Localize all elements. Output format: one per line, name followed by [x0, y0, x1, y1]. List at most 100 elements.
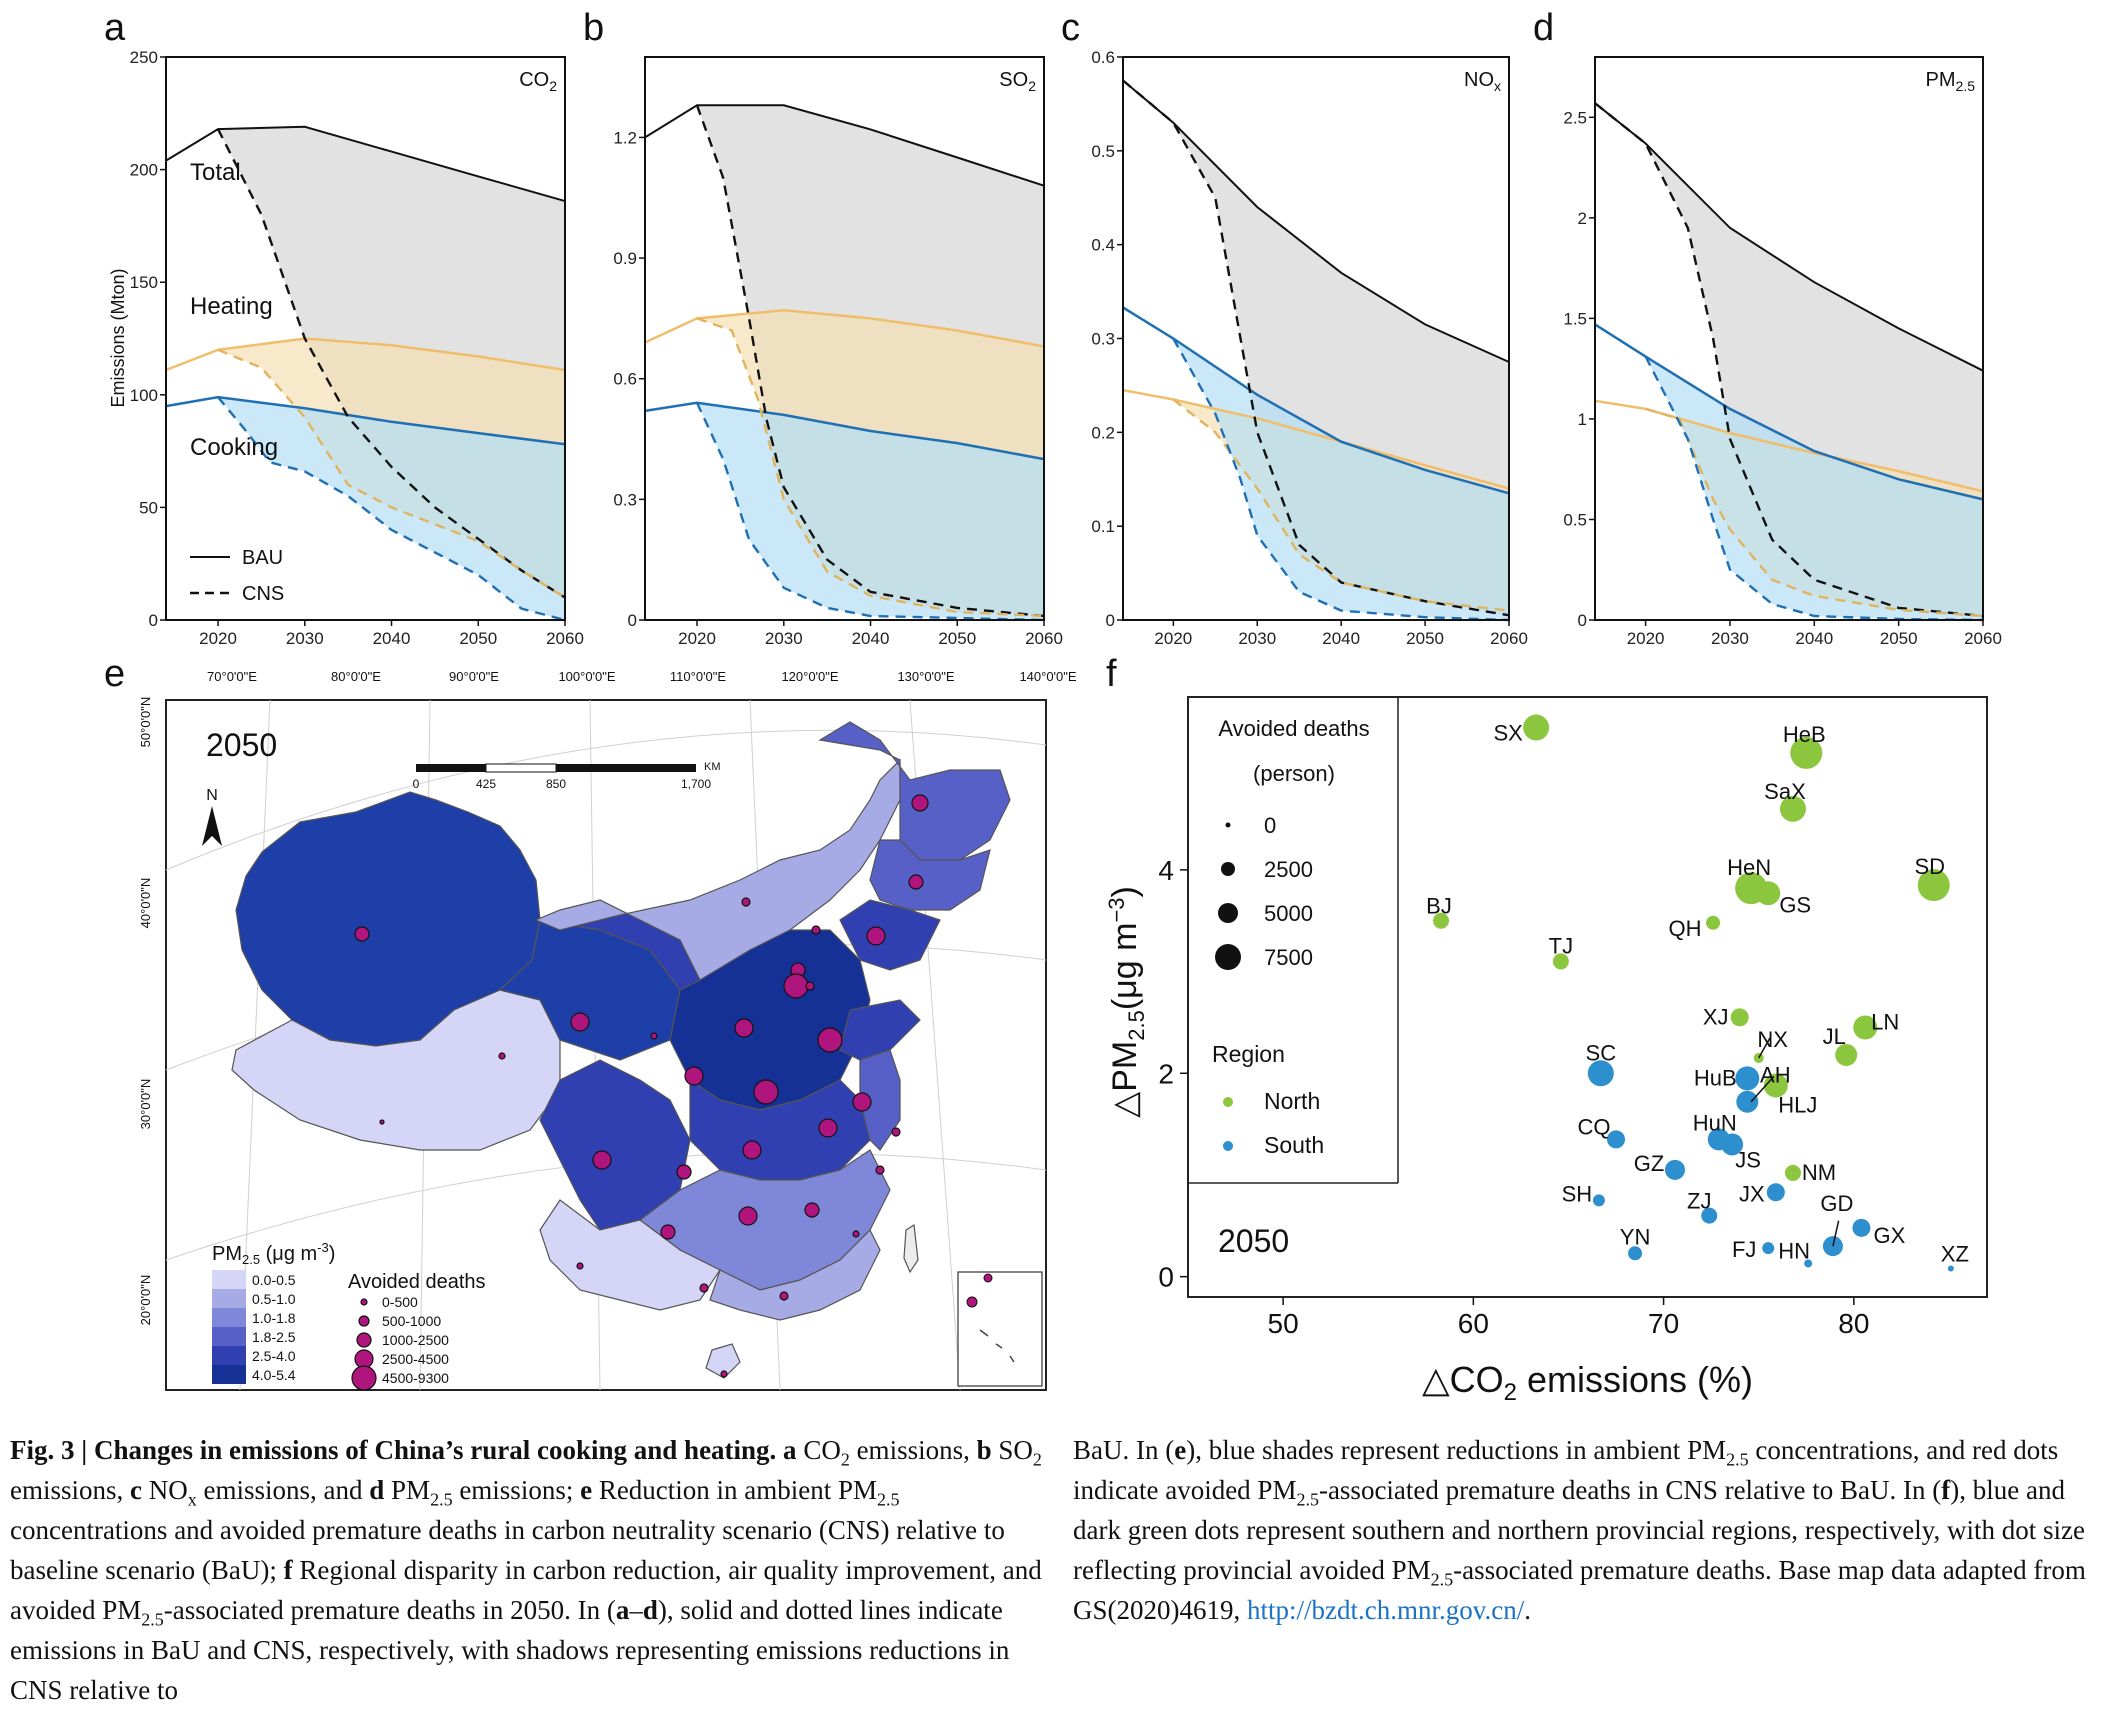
nx-leader-line: [1758, 1037, 1771, 1059]
y-tick-label: 50: [139, 498, 158, 517]
point-label-XZ: XZ: [1941, 1242, 1969, 1267]
size-legend-label: 2500: [1264, 857, 1313, 882]
lon-label: 100°0'0"E: [558, 669, 615, 684]
scale-bar: 0 425 850 1,700 KM: [413, 761, 721, 791]
death-dot: [783, 973, 809, 999]
point-SC: [1587, 1060, 1614, 1087]
point-HeB: [1790, 736, 1823, 769]
x-tick-label: 2050: [1880, 629, 1918, 648]
y-tick-label: 0.3: [613, 490, 637, 509]
point-label-ZJ: ZJ: [1687, 1189, 1711, 1214]
base-map-link[interactable]: http://bzdt.ch.mnr.gov.cn/: [1247, 1595, 1525, 1625]
point-label-SX: SX: [1493, 721, 1523, 746]
y-tick-label: 0.2: [1091, 423, 1115, 442]
legend-bau-label: BAU: [242, 547, 283, 569]
lat-label: 40°0'0"N: [138, 878, 153, 929]
death-dot: [852, 1092, 872, 1112]
death-size-swatch: [360, 1298, 368, 1306]
death-class-label: 0-500: [382, 1294, 418, 1310]
total-cns-line: [216, 128, 566, 599]
point-label-HuN: HuN: [1693, 1110, 1737, 1135]
legend-cns-label: CNS: [242, 583, 284, 605]
plot-frame: [644, 56, 1045, 621]
point-CQ: [1607, 1130, 1626, 1149]
panel-letter-b: b: [583, 7, 604, 49]
region-north-label: North: [1264, 1088, 1320, 1114]
point-label-JS: JS: [1735, 1147, 1761, 1172]
y-tick-label: 1.2: [613, 128, 637, 147]
pm-swatch: [212, 1346, 246, 1365]
total-cns-line: [695, 104, 1045, 618]
panel-title: PM2.5: [1926, 69, 1976, 94]
point-label-GS: GS: [1779, 892, 1811, 917]
lon-label: 90°0'0"E: [449, 669, 499, 684]
point-label-FJ: FJ: [1732, 1237, 1756, 1262]
death-dot: [817, 1027, 843, 1053]
x-tick-label: 2030: [1238, 629, 1276, 648]
death-class-label: 4500-9300: [382, 1370, 449, 1386]
cooking-reduction-area: [1173, 338, 1509, 620]
death-dot: [818, 1118, 838, 1138]
death-dot: [875, 1165, 885, 1175]
pm-swatch: [212, 1270, 246, 1289]
point-label-QH: QH: [1669, 916, 1702, 941]
deaths-legend: 0-500 500-1000 1000-2500 2500-4500 4500-9300: [351, 1294, 449, 1391]
north-arrow-icon: [202, 806, 222, 846]
point-label-SH: SH: [1562, 1181, 1593, 1206]
size-legend-title: Avoided deaths: [1218, 716, 1369, 741]
lon-label: 130°0'0"E: [897, 669, 954, 684]
region-south-label: South: [1264, 1132, 1324, 1158]
x-tick-label: 2060: [1490, 629, 1528, 648]
panel-letter-d: d: [1533, 7, 1554, 49]
point-JL: [1835, 1043, 1858, 1066]
point-HLJ: [1763, 1073, 1788, 1098]
death-size-swatch: [356, 1332, 372, 1348]
y-axis-label: Emissions (Mton): [108, 268, 128, 407]
inset-islands: [979, 1329, 1015, 1363]
inset-dot: [966, 1296, 978, 1308]
death-dot: [804, 1202, 820, 1218]
death-size-swatch: [358, 1315, 370, 1327]
x-tick-label: 70: [1648, 1308, 1679, 1339]
death-dot: [354, 926, 370, 942]
cooking-bau-line: [644, 401, 1045, 461]
y-axis-label: △PM2.5(μg m−3): [1104, 886, 1149, 1118]
panel-a: 0 50 100 150 200 250 2020 2030 2040 2050 2060 a CO2 E…: [104, 7, 584, 648]
panel-title: SO2: [999, 69, 1036, 94]
point-label-AH: AH: [1760, 1063, 1791, 1088]
point-FJ: [1762, 1242, 1775, 1255]
death-size-swatch: [354, 1349, 374, 1369]
y-tick-label: 1: [1578, 410, 1587, 429]
south-china-sea-inset: [957, 1271, 1043, 1387]
total-cns-line: [1122, 79, 1510, 617]
figure-caption-left: Fig. 3 | Changes in emissions of China’s…: [10, 1435, 1042, 1705]
region-liaoning: [839, 899, 941, 971]
pm-legend: 0.0-0.5 0.5-1.0 1.0-1.8 1.8-2.5 2.5-4.0 4.0-5…: [212, 1270, 296, 1384]
scatter-year-label: 2050: [1218, 1223, 1289, 1259]
total-cns-line: [1594, 102, 1984, 618]
death-dot: [720, 1370, 728, 1378]
cooking-bau-line: [1594, 323, 1984, 501]
point-label-JL: JL: [1823, 1024, 1846, 1049]
heating-bau-line: [644, 309, 1045, 348]
y-tick-label: 0: [1158, 1262, 1174, 1293]
point-label-HeN: HeN: [1727, 855, 1771, 880]
scatter-frame: [1187, 696, 1988, 1298]
pm-swatch: [212, 1289, 246, 1308]
y-tick-label: 250: [130, 48, 158, 67]
death-dot: [738, 1206, 758, 1226]
size-legend-subtitle: (person): [1253, 761, 1335, 786]
x-tick-label: 60: [1458, 1308, 1489, 1339]
heating-cns-line: [696, 317, 1045, 618]
scale-tick-0: 0: [413, 777, 420, 791]
plot-frame: [1594, 56, 1984, 621]
figure-caption-right: BaU. In (e), blue shades represent reduc…: [1073, 1435, 2086, 1625]
point-label-NM: NM: [1802, 1160, 1836, 1185]
point-label-HLJ: HLJ: [1778, 1092, 1817, 1117]
panel-c: 0 0.1 0.2 0.3 0.4 0.5 0.6 2020 2030 2040 2050 2060 c…: [1061, 7, 1528, 648]
death-dot: [498, 1052, 506, 1060]
x-tick-label: 80: [1838, 1308, 1869, 1339]
death-dot: [911, 794, 929, 812]
